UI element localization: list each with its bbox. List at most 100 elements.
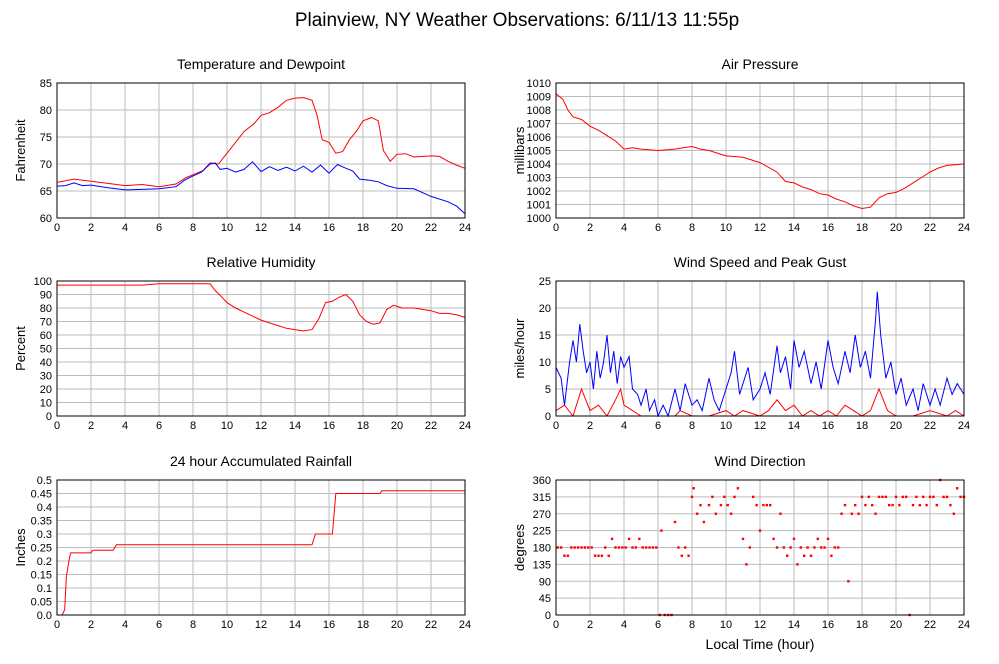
direction-point xyxy=(729,512,733,515)
direction-point xyxy=(641,546,644,549)
rain-ytick-label: 0.15 xyxy=(31,570,52,582)
direction-point xyxy=(949,503,952,507)
direction-point xyxy=(604,546,607,549)
wind-ytick-label: 25 xyxy=(539,276,551,288)
direction-point xyxy=(915,495,918,499)
pressure-xtick-label: 22 xyxy=(924,222,936,234)
rain-xtick-label: 14 xyxy=(289,619,301,631)
direction-xtick-label: 12 xyxy=(754,619,766,631)
temp-xtick-label: 4 xyxy=(122,222,128,234)
wind-xtick-label: 24 xyxy=(958,420,970,432)
humidity-xtick-label: 10 xyxy=(221,420,233,432)
temp-xtick-label: 24 xyxy=(459,222,471,234)
wind-xtick-label: 18 xyxy=(856,420,868,432)
rain-ytick-label: 0.2 xyxy=(37,556,52,568)
direction-point xyxy=(881,495,884,499)
direction-point xyxy=(702,520,706,524)
direction-point xyxy=(820,546,823,549)
rain-ytick-label: 0.3 xyxy=(37,529,52,541)
humidity-xtick-label: 0 xyxy=(54,420,60,432)
direction-xtick-label: 8 xyxy=(689,619,695,631)
rain-xtick-label: 4 xyxy=(122,619,128,631)
direction-point xyxy=(587,546,590,549)
direction-point xyxy=(837,546,840,549)
direction-point xyxy=(840,512,843,515)
direction-point xyxy=(792,537,796,541)
wind-xtick-label: 16 xyxy=(822,420,834,432)
direction-xtick-label: 16 xyxy=(822,619,834,631)
direction-point xyxy=(952,512,955,515)
wind-xtick-label: 12 xyxy=(754,420,766,432)
direction-point xyxy=(566,554,570,557)
direction-point xyxy=(918,503,921,507)
pressure-ytick-label: 1008 xyxy=(527,105,551,117)
direction-point xyxy=(590,546,593,549)
direction-point xyxy=(809,554,813,557)
wind-xtick-label: 6 xyxy=(655,420,661,432)
bottom-x-axis-label: Local Time (hour) xyxy=(706,636,815,652)
direction-ytick-label: 225 xyxy=(533,526,551,538)
humidity-ytick-label: 80 xyxy=(40,303,52,315)
humidity-xtick-label: 4 xyxy=(122,420,128,432)
direction-point xyxy=(573,546,576,549)
direction-ytick-label: 135 xyxy=(533,559,551,571)
wind-xtick-label: 14 xyxy=(788,420,800,432)
rain-ytick-label: 0.35 xyxy=(31,516,52,528)
direction-point xyxy=(745,563,748,566)
direction-xtick-label: 18 xyxy=(856,619,868,631)
direction-xtick-label: 6 xyxy=(655,619,661,631)
direction-point xyxy=(690,495,694,499)
pressure-xtick-label: 18 xyxy=(856,222,868,234)
humidity-xtick-label: 24 xyxy=(459,420,471,432)
direction-point xyxy=(894,495,898,499)
page-title: Plainview, NY Weather Observations: 6/11… xyxy=(295,10,739,31)
direction-point xyxy=(826,537,830,541)
direction-point xyxy=(614,546,617,549)
rain-plot-frame xyxy=(56,479,466,616)
direction-point xyxy=(769,503,772,507)
direction-point xyxy=(673,520,677,524)
wind-xtick-label: 22 xyxy=(924,420,936,432)
direction-point xyxy=(864,503,867,507)
direction-point xyxy=(631,546,634,549)
direction-point xyxy=(874,512,877,515)
wind-xtick-label: 20 xyxy=(890,420,902,432)
humidity-xtick-label: 22 xyxy=(425,420,437,432)
humidity-ytick-label: 60 xyxy=(40,330,52,342)
direction-point xyxy=(648,546,651,549)
direction-point xyxy=(857,512,860,515)
direction-point xyxy=(803,554,806,557)
direction-ytick-label: 0 xyxy=(545,610,551,622)
humidity-ylabel: Percent xyxy=(13,326,28,371)
direction-xtick-label: 24 xyxy=(958,619,970,631)
pressure-xtick-label: 20 xyxy=(890,222,902,234)
rain-xtick-label: 22 xyxy=(425,619,437,631)
direction-point xyxy=(796,563,799,566)
direction-point xyxy=(850,512,853,515)
direction-point xyxy=(617,546,621,549)
pressure-ytick-label: 1007 xyxy=(527,119,551,131)
pressure-xtick-label: 0 xyxy=(553,222,559,234)
rain-xtick-label: 2 xyxy=(88,619,94,631)
direction-point xyxy=(726,503,729,507)
direction-point xyxy=(651,546,655,549)
humidity-ytick-label: 30 xyxy=(40,371,52,383)
humidity-ytick-label: 0 xyxy=(46,411,52,423)
rain-ytick-label: 0.05 xyxy=(31,597,52,609)
direction-point xyxy=(624,546,627,549)
temp-xtick-label: 8 xyxy=(190,222,196,234)
direction-xtick-label: 0 xyxy=(553,619,559,631)
rain-ytick-label: 0.4 xyxy=(37,502,52,514)
direction-point xyxy=(898,503,901,507)
temp-ylabel: Fahrenheit xyxy=(13,119,28,182)
direction-point xyxy=(942,495,945,499)
direction-point xyxy=(660,529,663,532)
direction-point xyxy=(823,546,826,549)
direction-point xyxy=(782,546,785,549)
direction-point xyxy=(935,503,938,507)
direction-xtick-label: 10 xyxy=(720,619,732,631)
direction-plot-frame xyxy=(555,479,965,616)
